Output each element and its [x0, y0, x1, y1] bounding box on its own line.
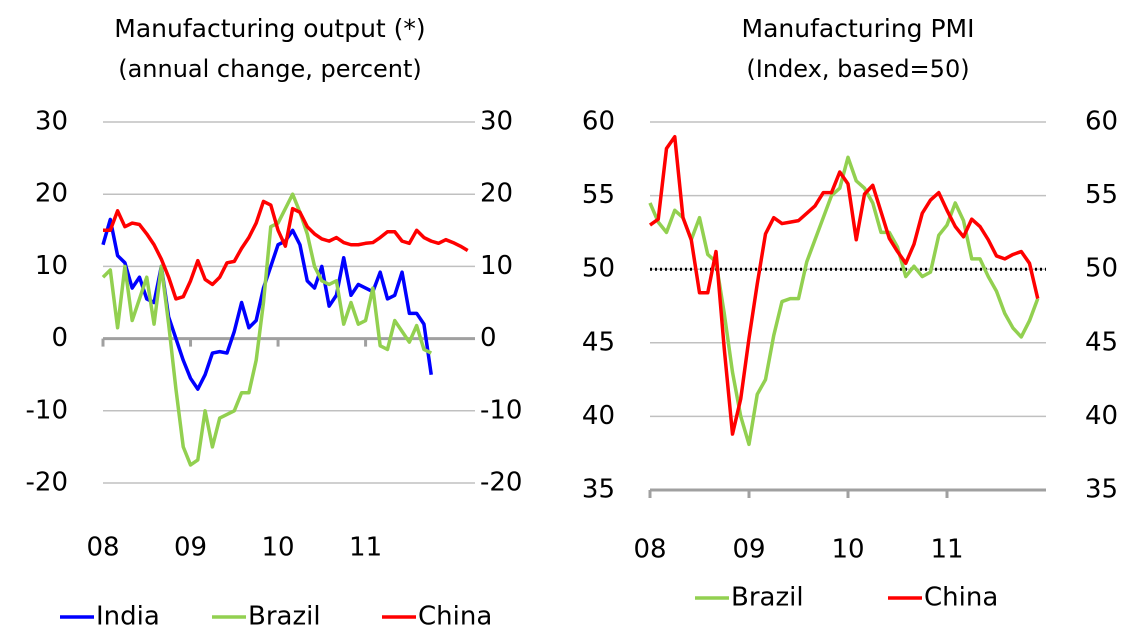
x-tick-label: 10	[831, 535, 864, 565]
x-tick-label: 09	[174, 533, 207, 563]
y-tick-label: 20	[35, 179, 68, 209]
chart-title: Manufacturing output (*)	[114, 14, 425, 43]
series-line	[101, 192, 433, 467]
series-line	[648, 134, 1040, 436]
series-line	[648, 155, 1040, 447]
y2-tick-label: -10	[480, 395, 522, 425]
y-tick-label: 55	[582, 180, 615, 210]
x-tick-label: 08	[633, 535, 666, 565]
y-tick-label: 35	[582, 475, 615, 505]
y-tick-label: 60	[582, 107, 615, 137]
y2-tick-label: 60	[1085, 107, 1118, 137]
y-tick-label: 50	[582, 254, 615, 284]
chart-subtitle: (Index, based=50)	[746, 55, 969, 83]
x-tick-label: 11	[930, 535, 963, 565]
y2-tick-label: 35	[1085, 475, 1118, 505]
y2-tick-label: 10	[480, 251, 513, 281]
y2-tick-label: 50	[1085, 254, 1118, 284]
x-tick-label: 09	[732, 535, 765, 565]
y2-tick-label: -20	[480, 468, 522, 498]
y-tick-label: -20	[26, 468, 68, 498]
chart-title: Manufacturing PMI	[742, 14, 975, 43]
y2-tick-label: 40	[1085, 401, 1118, 431]
x-tick-label: 10	[262, 533, 295, 563]
x-tick-label: 11	[349, 533, 382, 563]
y-tick-label: 40	[582, 401, 615, 431]
chart-subtitle: (annual change, percent)	[118, 55, 422, 83]
legend-label: Brazil	[731, 583, 804, 613]
y2-tick-label: 45	[1085, 327, 1118, 357]
y-tick-label: 30	[35, 107, 68, 137]
x-tick-label: 08	[86, 533, 119, 563]
y2-tick-label: 0	[480, 323, 497, 353]
y2-tick-label: 55	[1085, 180, 1118, 210]
y-tick-label: 0	[51, 323, 68, 353]
legend-label: Brazil	[248, 602, 321, 630]
legend-label: India	[96, 602, 160, 630]
y2-tick-label: 20	[480, 179, 513, 209]
y-tick-label: 45	[582, 327, 615, 357]
legend-label: China	[924, 583, 998, 613]
legend-label: China	[418, 602, 492, 630]
y-tick-label: -10	[26, 395, 68, 425]
y2-tick-label: 30	[480, 107, 513, 137]
y-tick-label: 10	[35, 251, 68, 281]
series-line	[103, 199, 469, 301]
